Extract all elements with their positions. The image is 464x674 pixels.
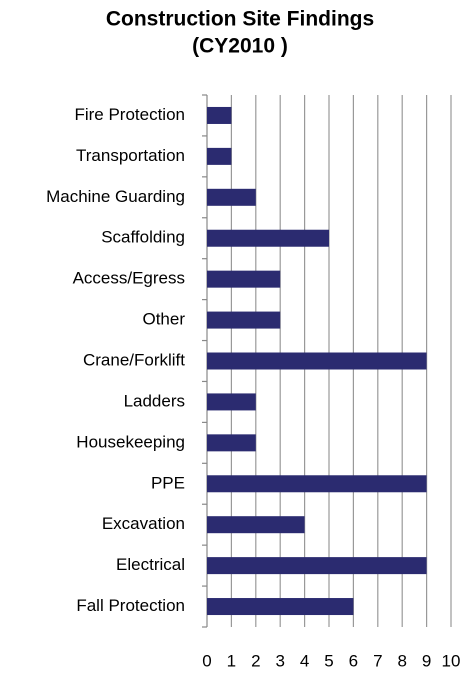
x-tick-label: 1 (227, 651, 236, 670)
y-tick-label: Transportation (76, 146, 185, 165)
y-tick-label: Housekeeping (76, 432, 185, 451)
y-tick-label: Fire Protection (74, 105, 185, 124)
chart-title: Construction Site Findings (106, 8, 374, 31)
y-tick-label: Electrical (116, 555, 185, 574)
chart-title: (CY2010 ) (192, 35, 288, 58)
bar (207, 516, 305, 534)
bar (207, 229, 329, 247)
y-tick-label: Ladders (124, 391, 185, 410)
bar (207, 188, 256, 206)
y-tick-label: Scaffolding (101, 228, 185, 247)
y-tick-label: Other (142, 310, 185, 329)
x-tick-label: 9 (422, 651, 431, 670)
x-tick-label: 8 (397, 651, 406, 670)
bar (207, 598, 354, 616)
y-tick-label: Access/Egress (73, 269, 185, 288)
y-tick-label: Fall Protection (76, 596, 185, 615)
bar (207, 147, 232, 165)
bar (207, 393, 256, 411)
x-tick-label: 4 (300, 651, 309, 670)
y-tick-label: Crane/Forklift (83, 350, 185, 369)
bar (207, 106, 232, 124)
bar (207, 270, 281, 288)
y-tick-label: Excavation (102, 514, 185, 533)
bar (207, 475, 427, 493)
y-tick-label: Machine Guarding (46, 187, 185, 206)
bar (207, 352, 427, 370)
x-tick-label: 6 (349, 651, 358, 670)
x-tick-label: 2 (251, 651, 260, 670)
x-tick-label: 10 (442, 651, 461, 670)
bar (207, 557, 427, 575)
bar (207, 434, 256, 452)
x-tick-label: 5 (324, 651, 333, 670)
x-tick-label: 3 (275, 651, 284, 670)
x-tick-label: 7 (373, 651, 382, 670)
y-tick-label: PPE (151, 473, 185, 492)
bar (207, 311, 281, 329)
x-tick-label: 0 (202, 651, 211, 670)
